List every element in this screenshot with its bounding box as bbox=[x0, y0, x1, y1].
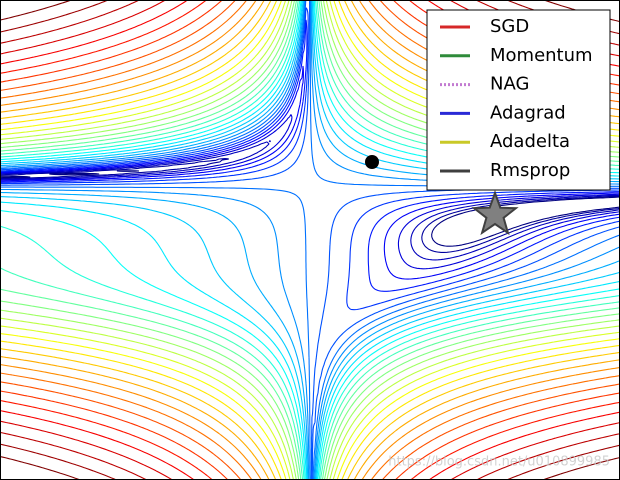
legend-label: Momentum bbox=[490, 45, 593, 66]
legend-label: NAG bbox=[490, 74, 529, 95]
legend-label: Adadelta bbox=[490, 131, 570, 152]
contour-line bbox=[0, 7, 620, 311]
contour-line bbox=[0, 19, 620, 292]
contour-line bbox=[0, 140, 620, 261]
watermark: https://blog.csdn.net/u010899985 bbox=[388, 455, 610, 470]
legend-label: SGD bbox=[490, 16, 529, 37]
contour-line bbox=[0, 65, 620, 280]
legend-label: Rmsprop bbox=[490, 160, 570, 181]
legend-box bbox=[426, 9, 611, 191]
start-point bbox=[365, 155, 379, 169]
legend: SGD Momentum NAG Adagrad Adadelta Rmsprop bbox=[426, 9, 611, 191]
legend-label: Adagrad bbox=[490, 102, 566, 123]
minimum-star bbox=[471, 190, 519, 236]
contour-line bbox=[0, 170, 620, 247]
contour-line bbox=[0, 114, 620, 270]
